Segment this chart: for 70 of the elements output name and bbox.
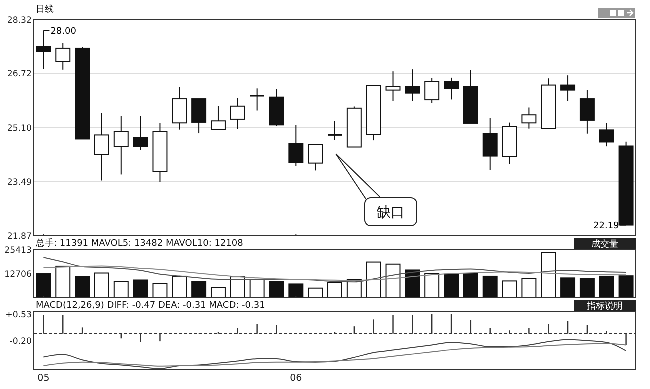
candlestick [580, 90, 595, 134]
candlestick [424, 78, 440, 104]
annotation: 缺口 [377, 205, 405, 221]
bar [599, 276, 614, 298]
candlestick [230, 98, 246, 130]
candlestick [56, 42, 71, 70]
bar [328, 282, 342, 298]
chart-title: 总手: 11391 MAVOL5: 13482 MAVOL10: 12108 [35, 238, 244, 249]
candlestick [114, 116, 129, 176]
bar [133, 280, 148, 298]
chart-title: MACD(12,26,9) DIFF: -0.47 DEA: -0.31 MACD: -0.31 [36, 301, 266, 311]
candlestick [327, 120, 343, 142]
y-tick-label: 25413 [4, 246, 32, 256]
bar [424, 273, 440, 298]
y-tick-label: 26.72 [7, 70, 32, 80]
bar [210, 287, 226, 298]
bar [288, 284, 304, 298]
y-tick-label: 21.87 [7, 232, 32, 242]
bar [75, 276, 90, 298]
bar [56, 266, 71, 298]
y-tick-label: 25.10 [7, 124, 32, 134]
candlestick [482, 118, 498, 171]
x-tick-label: 05 [38, 373, 50, 384]
annotation: 指标说明 [586, 301, 623, 312]
y-tick-label: 28.32 [7, 16, 32, 26]
candlestick [250, 88, 266, 112]
bar [94, 272, 110, 298]
line-series [43, 257, 627, 283]
bar [192, 281, 207, 298]
candlestick [599, 122, 614, 148]
candlestick [36, 30, 52, 70]
candlestick [560, 75, 576, 102]
bar [114, 281, 129, 298]
x-tick-label: 06 [290, 373, 302, 384]
bar [502, 280, 518, 298]
annotation: 成交量 [592, 239, 618, 250]
bar [444, 274, 460, 298]
bar [618, 276, 634, 298]
bar [152, 283, 168, 298]
bar [541, 252, 556, 298]
candlestick [133, 116, 148, 151]
y-tick-label: 23.49 [7, 178, 32, 188]
candlestick [386, 71, 401, 102]
bar [580, 278, 595, 298]
bar [405, 270, 420, 298]
bar [172, 276, 188, 298]
chart-title: 日线 [36, 4, 54, 15]
bar [522, 278, 537, 298]
candlestick [308, 144, 324, 172]
line-series [43, 266, 627, 282]
bar [250, 278, 265, 298]
y-tick-label: +0.53 [6, 310, 32, 321]
bar [482, 276, 498, 298]
y-tick-label: 12706 [4, 270, 32, 280]
y-tick-label: -0.20 [10, 337, 32, 348]
annotation: 28.00 [50, 26, 77, 37]
candlestick [192, 98, 207, 134]
candlestick [405, 69, 420, 102]
candlestick [94, 112, 110, 182]
bar [269, 281, 284, 298]
bar [560, 278, 576, 298]
bar [308, 288, 324, 298]
bar [366, 262, 382, 298]
bar [463, 273, 478, 298]
candlestick [522, 107, 537, 130]
candlestick [444, 77, 460, 100]
candlestick [288, 124, 304, 167]
candlestick [210, 106, 226, 130]
bar [36, 274, 52, 298]
annotation: 22.19 [594, 221, 620, 232]
